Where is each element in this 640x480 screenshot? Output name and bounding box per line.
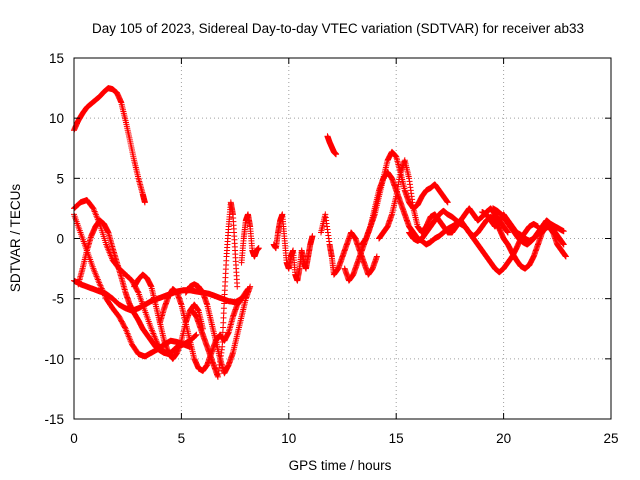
series-arc-l xyxy=(324,133,340,158)
chart-title: Day 105 of 2023, Sidereal Day-to-day VTE… xyxy=(92,21,584,36)
y-tick-label: -15 xyxy=(44,412,64,427)
plus-marker xyxy=(333,151,340,158)
plus-marker xyxy=(255,245,262,252)
series-arc-j xyxy=(238,211,262,266)
series-arc-g xyxy=(156,286,245,374)
x-tick-label: 15 xyxy=(389,431,404,446)
y-tick-label: 15 xyxy=(49,51,64,66)
plus-marker xyxy=(134,288,141,295)
x-axis-label: GPS time / hours xyxy=(289,458,392,473)
plus-marker xyxy=(309,233,316,240)
y-axis-label: SDTVAR / TECUs xyxy=(8,184,23,293)
grid-lines xyxy=(74,58,611,419)
plus-marker xyxy=(141,199,148,206)
plus-marker xyxy=(247,283,254,290)
y-tick-label: 5 xyxy=(56,171,64,186)
y-tick-label: 0 xyxy=(56,232,64,247)
plus-marker xyxy=(234,283,241,290)
plus-marker xyxy=(504,229,511,236)
y-tick-label: 10 xyxy=(49,111,64,126)
plus-marker xyxy=(560,241,567,248)
plus-marker xyxy=(562,253,569,260)
series-arc-t xyxy=(489,205,569,260)
series-arc-f xyxy=(131,271,206,362)
series-arc-i xyxy=(189,199,241,380)
y-tick-label: -5 xyxy=(52,292,64,307)
data-points xyxy=(71,85,569,380)
plus-marker xyxy=(121,324,128,331)
series-arc-m xyxy=(318,211,380,278)
x-tick-label: 5 xyxy=(178,431,186,446)
plus-marker xyxy=(444,199,451,206)
plus-marker xyxy=(193,331,200,338)
x-tick-label: 20 xyxy=(496,431,511,446)
plus-marker xyxy=(192,332,199,339)
x-tick-label: 10 xyxy=(281,431,296,446)
x-tick-label: 0 xyxy=(70,431,78,446)
x-tick-label: 25 xyxy=(603,431,618,446)
axis-ticks: 0 5 10 15 20 25 -15 -10 -5 0 5 10 15 xyxy=(44,51,618,446)
series-arc-k xyxy=(270,211,316,284)
plus-marker xyxy=(373,253,380,260)
series-arc-a xyxy=(71,85,148,206)
plus-marker xyxy=(96,281,103,288)
plus-marker xyxy=(560,228,567,235)
plus-marker xyxy=(192,332,199,339)
plus-marker xyxy=(97,282,104,289)
series-arc-h xyxy=(182,281,254,377)
y-tick-label: -10 xyxy=(44,352,64,367)
